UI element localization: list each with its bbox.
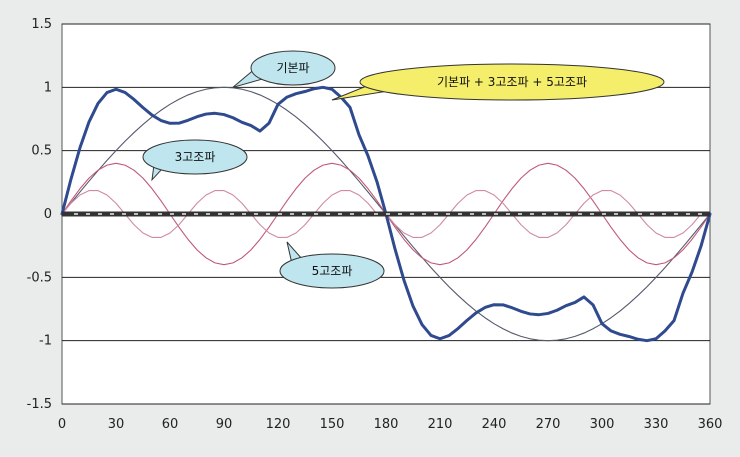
x-tick-label: 330 [644,417,669,432]
x-tick-label: 300 [590,417,615,432]
y-tick-label: -1 [39,334,52,349]
x-tick-label: 240 [482,417,507,432]
callout-ellipse [359,63,665,101]
y-tick-label: 0 [44,207,52,222]
x-tick-label: 120 [266,417,291,432]
callout-label: 5고조파 [312,264,353,278]
x-tick-label: 60 [162,417,179,432]
callout-label: 3고조파 [175,150,216,164]
x-tick-label: 30 [108,417,125,432]
x-tick-label: 270 [536,417,561,432]
callout-label: 기본파 + 3고조파 + 5고조파 [437,75,587,89]
callout-bubble: 기본파 [232,50,336,88]
y-tick-label: 1.5 [31,17,52,32]
x-tick-label: 0 [58,417,66,432]
callout-bubble: 기본파 + 3고조파 + 5고조파 [331,63,665,101]
callout-bubble: 3고조파 [142,139,248,182]
y-tick-label: -0.5 [27,270,52,285]
x-tick-label: 150 [320,417,345,432]
callout-ellipse [250,50,336,86]
y-tick-label: 0.5 [31,144,52,159]
callout-ellipse [142,139,248,175]
callout-ellipse [279,253,385,289]
y-tick-label: -1.5 [27,397,52,412]
x-tick-label: 180 [374,417,399,432]
x-tick-label: 360 [698,417,723,432]
callout-label: 기본파 [276,61,309,75]
y-tick-label: 1 [44,80,52,95]
callout-bubble: 5고조파 [279,241,385,289]
x-tick-label: 90 [216,417,233,432]
x-tick-label: 210 [428,417,453,432]
